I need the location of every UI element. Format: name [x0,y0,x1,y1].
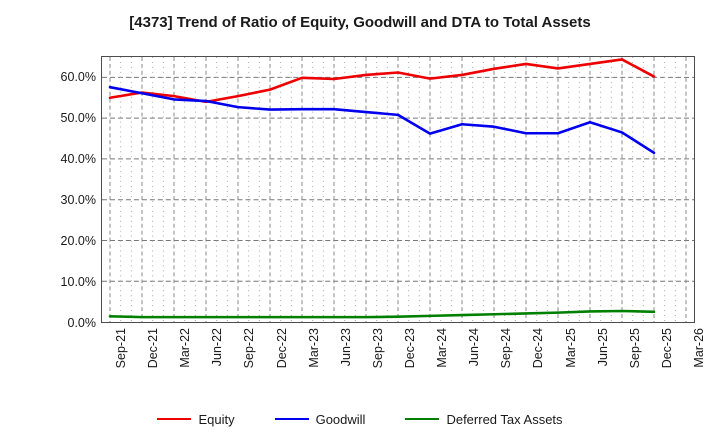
legend-line-icon [405,418,440,420]
plot-svg [102,57,694,322]
legend-label: Deferred Tax Assets [446,411,563,427]
x-axis-tick-label: Dec-23 [403,328,417,369]
x-axis-tick-label: Dec-25 [659,328,674,369]
legend-item[interactable]: Deferred Tax Assets [405,411,563,427]
x-axis-tick-label: Jun-23 [338,328,353,367]
x-axis-tick-label: Mar-24 [435,328,450,368]
legend-label: Equity [198,411,235,427]
series-line-deferred-tax-assets [108,309,656,319]
x-axis-tick-label: Mar-26 [691,328,706,368]
plot-area [101,56,695,323]
y-axis-tick-label: 60.0% [60,69,96,84]
x-axis-tick-label: Dec-24 [531,328,546,369]
x-axis-tick-label: Jun-24 [467,328,482,367]
x-axis-tick-label: Jun-25 [595,328,610,367]
series-line-goodwill [108,85,656,155]
y-axis-labels: 0.0% 10.0% 20.0% 30.0% 40.0% 50.0% 60.0% [20,56,96,330]
y-axis-tick-label: 20.0% [60,233,96,248]
x-axis-tick-label: Mar-25 [563,328,578,368]
x-axis-tick-label: Jun-22 [210,328,225,367]
x-axis-tick-label: Mar-23 [306,328,321,368]
y-axis-tick-label: 0.0% [67,316,97,330]
x-axis-tick-label: Sep-22 [242,328,257,369]
legend-item[interactable]: Equity [157,411,235,427]
x-axis-tick-label: Mar-22 [178,328,193,368]
legend-label: Goodwill [315,411,366,427]
series-line-equity [108,58,656,104]
y-axis-tick-label: 50.0% [60,110,96,125]
chart-legend: Equity Goodwill Deferred Tax Assets [0,406,720,432]
x-axis-tick-label: Sep-21 [114,328,129,369]
chart-title: [4373] Trend of Ratio of Equity, Goodwil… [129,14,591,31]
x-axis-tick-label: Sep-23 [370,328,385,369]
y-axis-tick-label: 30.0% [60,192,96,207]
y-axis-tick-label: 10.0% [60,274,96,289]
x-axis-tick-label: Dec-21 [146,328,161,369]
legend-line-icon [157,418,192,420]
x-axis-tick-label: Sep-24 [499,328,514,369]
x-axis-tick-label: Sep-25 [627,328,642,369]
y-axis-tick-label: 40.0% [60,151,96,166]
legend-item[interactable]: Goodwill [274,411,366,427]
x-axis-labels: Sep-21 Dec-21 Mar-22 Jun-22 Sep-22 Dec-22 Mar-… [101,328,706,398]
x-axis-tick-label: Dec-22 [274,328,289,369]
legend-line-icon [274,418,309,420]
